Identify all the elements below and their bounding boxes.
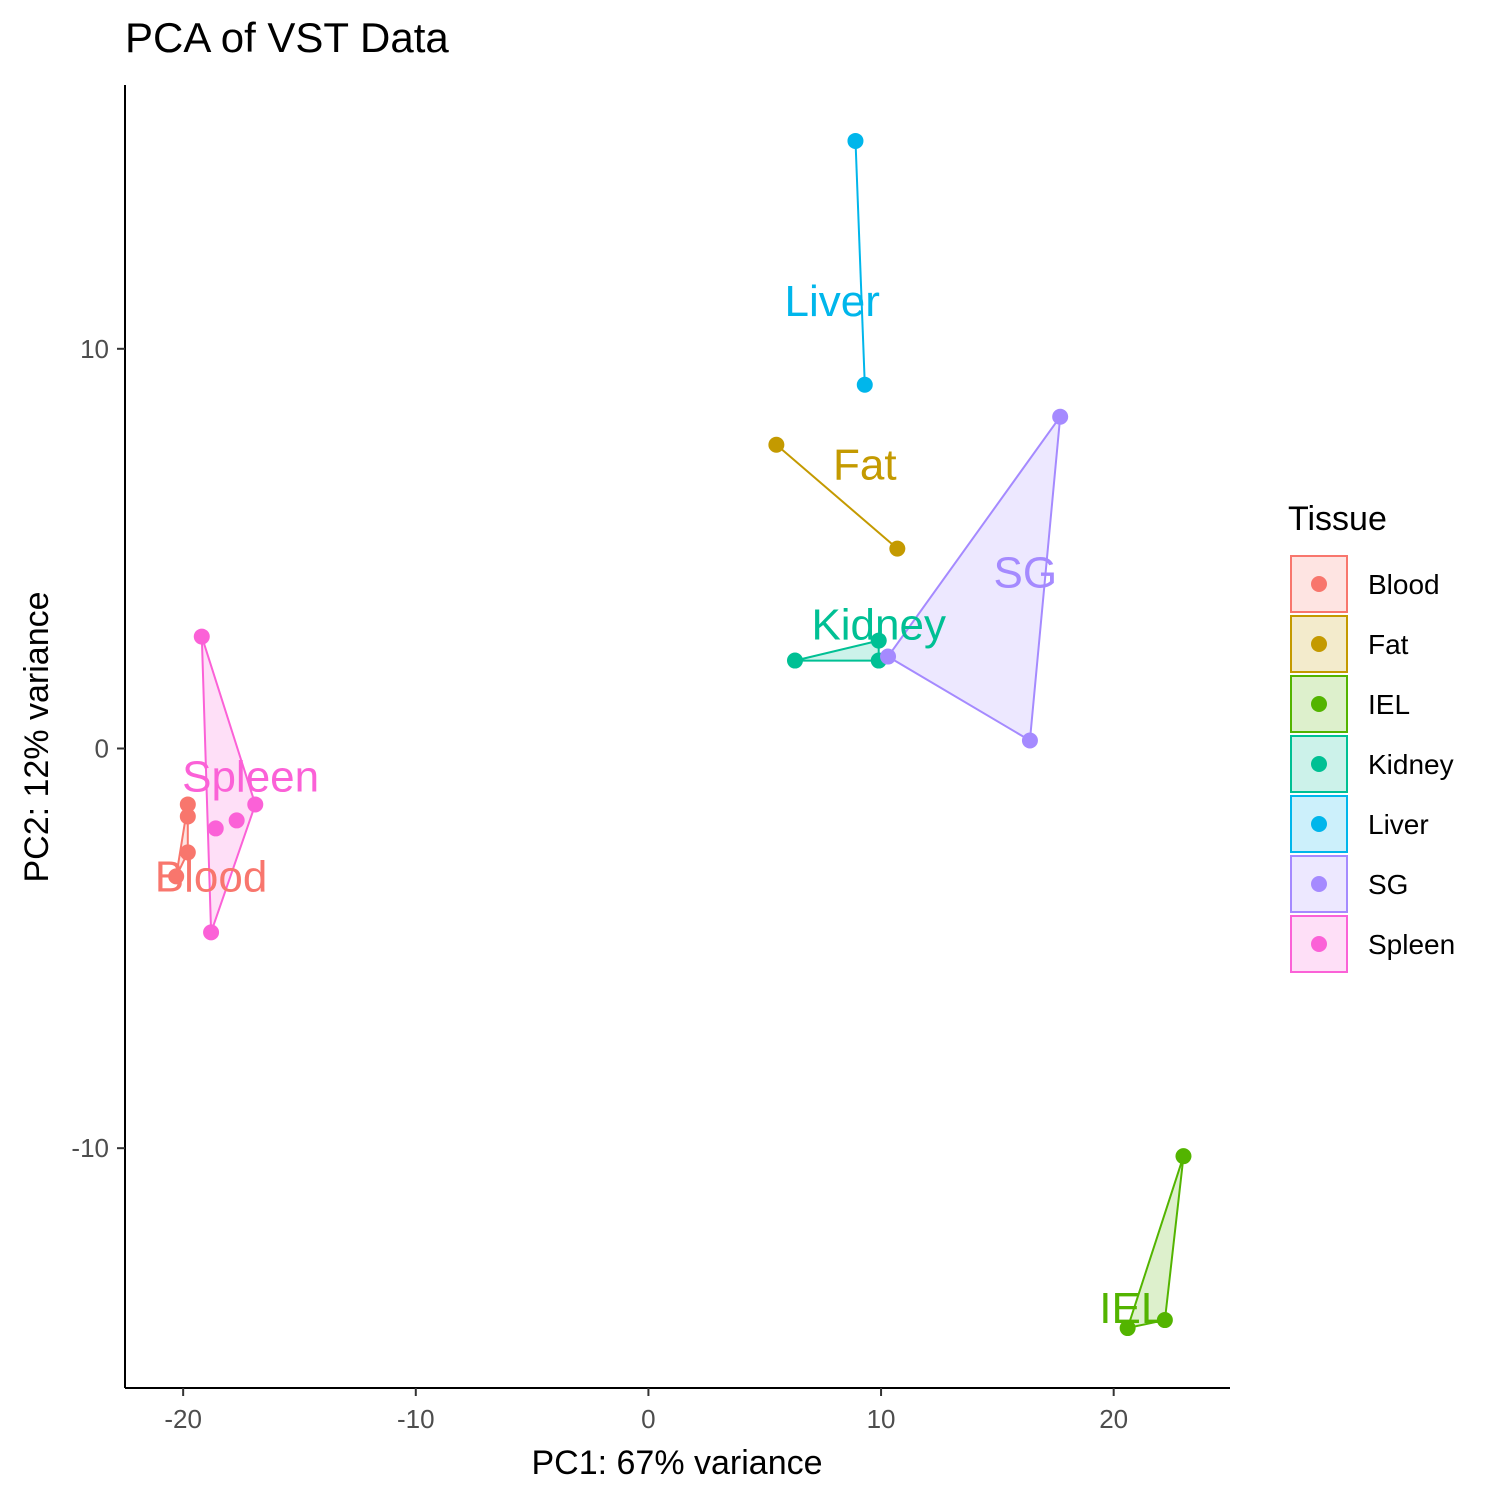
point-spleen-4 bbox=[207, 820, 224, 837]
legend-key-dot bbox=[1311, 756, 1327, 772]
point-sg-3 bbox=[1021, 732, 1038, 749]
hull-fat bbox=[775, 443, 898, 550]
label-liver: Liver bbox=[785, 277, 880, 326]
point-liver-2 bbox=[856, 376, 873, 393]
x-tick-label: 0 bbox=[641, 1404, 655, 1434]
legend-label: Blood bbox=[1368, 569, 1440, 600]
point-blood-4 bbox=[168, 868, 185, 885]
legend-key-dot bbox=[1311, 576, 1327, 592]
legend-item-fat: Fat bbox=[1290, 615, 1409, 673]
hull-sg bbox=[886, 413, 1062, 743]
legend-key-dot bbox=[1311, 696, 1327, 712]
group-hulls bbox=[175, 140, 1185, 1330]
point-kidney-2 bbox=[870, 632, 887, 649]
legend-key-dot bbox=[1311, 876, 1327, 892]
hull-kidney bbox=[794, 639, 880, 662]
legend-item-blood: Blood bbox=[1290, 555, 1440, 613]
y-axis-title: PC2: 12% variance bbox=[18, 591, 56, 882]
hull-liver bbox=[854, 140, 866, 385]
point-spleen-3 bbox=[228, 812, 245, 829]
point-fat-2 bbox=[889, 540, 906, 557]
legend-key-dot bbox=[1311, 936, 1327, 952]
legend-label: Spleen bbox=[1368, 929, 1455, 960]
label-sg: SG bbox=[993, 549, 1057, 598]
legend-label: IEL bbox=[1368, 689, 1410, 720]
x-tick-label: 20 bbox=[1099, 1404, 1128, 1434]
group-labels: Blood Fat IEL Kidney Liver SG Spleen bbox=[155, 277, 1166, 1333]
data-points bbox=[168, 132, 1192, 1337]
point-iel-1 bbox=[1175, 1148, 1192, 1165]
hull-iel bbox=[1126, 1155, 1185, 1330]
point-blood-1 bbox=[179, 796, 196, 813]
x-tick-label: -10 bbox=[397, 1404, 435, 1434]
point-iel-2 bbox=[1156, 1312, 1173, 1329]
point-blood-3 bbox=[179, 844, 196, 861]
legend-label: Kidney bbox=[1368, 749, 1454, 780]
point-fat-1 bbox=[768, 436, 785, 453]
legend-item-sg: SG bbox=[1290, 855, 1408, 913]
point-liver-1 bbox=[847, 132, 864, 149]
point-spleen-1 bbox=[193, 628, 210, 645]
hull-spleen bbox=[200, 636, 257, 933]
legend-item-liver: Liver bbox=[1290, 795, 1429, 853]
legend-label: SG bbox=[1368, 869, 1408, 900]
label-kidney: Kidney bbox=[811, 601, 946, 650]
x-tick-label: -20 bbox=[164, 1404, 202, 1434]
chart-title: PCA of VST Data bbox=[125, 14, 449, 61]
label-iel: IEL bbox=[1099, 1284, 1165, 1333]
x-axis-title: PC1: 67% variance bbox=[531, 1444, 822, 1482]
legend-label: Fat bbox=[1368, 629, 1409, 660]
legend-item-spleen: Spleen bbox=[1290, 915, 1455, 973]
legend: Blood Fat IEL Kidney Liver SG Spleen bbox=[1290, 555, 1455, 973]
label-blood: Blood bbox=[155, 852, 268, 901]
y-tick-label: 10 bbox=[80, 334, 109, 364]
legend-label: Liver bbox=[1368, 809, 1429, 840]
y-axis-ticks: -10 0 10 bbox=[71, 334, 125, 1163]
x-tick-label: 10 bbox=[867, 1404, 896, 1434]
y-tick-label: 0 bbox=[95, 733, 109, 763]
point-sg-2 bbox=[880, 648, 897, 665]
point-kidney-1 bbox=[786, 652, 803, 669]
x-axis-ticks: -20 -10 0 10 20 bbox=[164, 1388, 1128, 1434]
point-spleen-2 bbox=[247, 796, 264, 813]
legend-key-dot bbox=[1311, 636, 1327, 652]
legend-item-kidney: Kidney bbox=[1290, 735, 1454, 793]
legend-title: Tissue bbox=[1288, 500, 1387, 538]
y-tick-label: -10 bbox=[71, 1133, 109, 1163]
legend-key-box bbox=[1290, 915, 1348, 973]
label-spleen: Spleen bbox=[182, 752, 319, 801]
label-fat: Fat bbox=[833, 441, 897, 490]
point-spleen-5 bbox=[203, 924, 220, 941]
point-iel-3 bbox=[1119, 1320, 1136, 1337]
point-sg-1 bbox=[1052, 408, 1069, 425]
legend-item-iel: IEL bbox=[1290, 675, 1410, 733]
legend-key-dot bbox=[1311, 816, 1327, 832]
point-blood-2 bbox=[179, 808, 196, 825]
